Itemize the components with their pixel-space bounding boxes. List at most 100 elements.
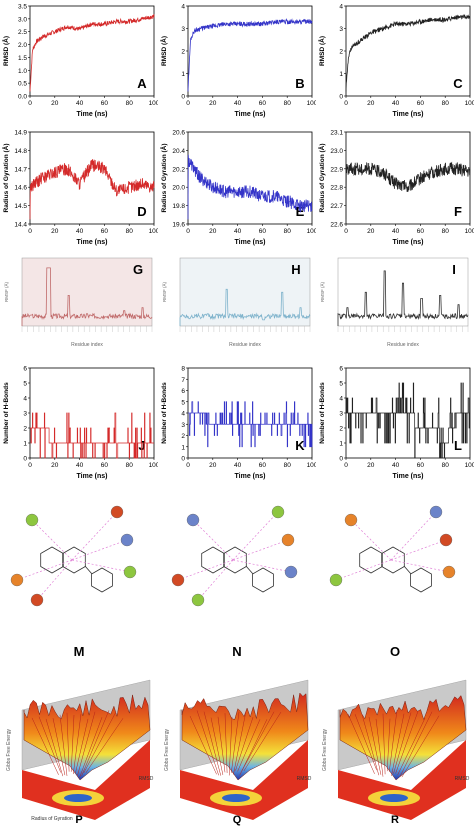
x-tick-label: 100 [149, 462, 158, 469]
y-tick-label: 19.8 [172, 203, 185, 210]
surface-ridge [401, 715, 440, 778]
surface-ridge [203, 711, 222, 776]
ring-b [91, 567, 113, 593]
panel-letter: M [74, 644, 85, 659]
energy-surface [23, 694, 151, 781]
interaction-line [232, 511, 279, 561]
x-tick-label: 100 [307, 228, 316, 235]
x-tick-label: 20 [367, 100, 375, 107]
floor-minimum [222, 794, 250, 802]
interaction-line [16, 559, 73, 581]
surface-ridge [83, 711, 117, 773]
surface-ridge [368, 716, 382, 775]
surface-ridge [395, 711, 419, 774]
series-line [29, 159, 155, 220]
x-tick-label: 60 [259, 100, 267, 107]
interaction-line [335, 559, 392, 581]
bond [84, 565, 93, 575]
residue-ball [344, 513, 358, 527]
surface-ridge [243, 711, 282, 772]
x-tick-label: 80 [442, 100, 450, 107]
surface-ridge [75, 718, 89, 774]
x-tick-label: 80 [126, 462, 134, 469]
x-axis-label: Time (ns) [393, 473, 424, 480]
surface-ridge [85, 718, 124, 773]
interaction-line [390, 559, 450, 573]
y-tick-label: 6 [23, 366, 27, 373]
y-tick-label: 0 [181, 94, 185, 101]
y-tick-label: 2 [339, 49, 343, 56]
residue-ball [25, 513, 39, 527]
interaction-panel-m: M [10, 505, 137, 659]
y-tick-label: 3.5 [18, 4, 27, 11]
y-tick-label: 20.0 [172, 185, 185, 192]
rmsd-panel-a: 0.0 0.5 1.0 1.5 2.0 2.5 3.0 3.5 0 20 40 60 80 100 Time… [1, 4, 158, 119]
x-tick-label: 20 [367, 462, 375, 469]
panel-letter: I [452, 262, 456, 277]
interaction-line [390, 511, 437, 561]
surface-ridge [73, 713, 82, 775]
interaction-line [31, 519, 73, 561]
y-tick-label: 22.7 [330, 203, 343, 210]
plot-frame [187, 131, 313, 225]
y-tick-label: 4 [339, 4, 343, 11]
y-axis-label: RMSD [297, 776, 312, 782]
panel-letter: L [454, 438, 462, 453]
x-tick-label: 0 [186, 228, 190, 235]
rg-panel-d: 14.4 14.5 14.6 14.7 14.8 14.9 0 20 40 60 80 100 Time… [1, 130, 158, 247]
interaction-panel-n: N [171, 505, 298, 659]
x-tick-label: 100 [307, 462, 316, 469]
y-axis-label: RMSD (Å) [159, 36, 168, 66]
interaction-line [232, 539, 289, 561]
x-tick-label: 80 [126, 228, 134, 235]
y-tick-label: 2 [181, 49, 185, 56]
x-tick-label: 20 [209, 462, 217, 469]
surface-ridge [382, 713, 386, 775]
y-tick-label: 4 [23, 396, 27, 403]
y-tick-label: 19.6 [172, 222, 185, 229]
x-tick-label: 100 [465, 228, 474, 235]
surface-ridge [66, 712, 70, 772]
surface-ridge [391, 713, 405, 776]
surface-ridge [231, 711, 240, 773]
y-tick-label: 1 [339, 71, 343, 78]
panel-letter: Q [233, 814, 242, 826]
surface-ridge [52, 718, 66, 776]
x-axis-label: Time (ns) [393, 239, 424, 246]
plot-frame [29, 5, 155, 97]
ring-a [40, 546, 64, 574]
plot-frame [345, 131, 471, 225]
x-axis-label: Time (ns) [77, 239, 108, 246]
surface-ridge [189, 715, 217, 775]
y-axis-label: Number of H-Bonds [161, 382, 168, 444]
rmsf-panel-h: Residue index RMSF (Å) H [161, 257, 311, 348]
x-tick-label: 100 [149, 228, 158, 235]
y-tick-label: 6 [181, 388, 185, 395]
y-axis-label: RMSF (Å) [319, 282, 325, 302]
energy-surface [181, 692, 309, 781]
y-tick-label: 0 [23, 456, 27, 463]
x-tick-label: 80 [442, 462, 450, 469]
x-tick-label: 0 [344, 100, 348, 107]
x-tick-label: 0 [186, 100, 190, 107]
y-axis-label: Number of H-Bonds [3, 382, 10, 444]
surface-ridge [375, 718, 384, 777]
landscape-panel-q: Gibbs Free Energy RMSD Q [164, 679, 312, 826]
panel-letter: H [291, 262, 300, 277]
y-tick-label: 3 [181, 26, 185, 33]
y-tick-label: 0 [339, 94, 343, 101]
x-tick-label: 20 [51, 100, 59, 107]
residue-ball [284, 565, 298, 579]
panel-letter: G [133, 262, 143, 277]
y-tick-label: 3.0 [18, 16, 27, 23]
surface-ridge [217, 716, 226, 773]
x-axis-label: Time (ns) [235, 473, 266, 480]
rg-panel-f: 22.6 22.7 22.8 22.9 23.0 23.1 0 20 40 60 80 100 Time… [317, 130, 474, 247]
x-tick-label: 100 [465, 462, 474, 469]
rmsf-panel-g: Residue index RMSF (Å) G [3, 257, 153, 348]
panel-letter: F [454, 204, 462, 219]
interaction-line [36, 559, 73, 601]
landscape-panel-p: Gibbs Free Energy Radius of Gyration RMSD P [6, 679, 154, 826]
